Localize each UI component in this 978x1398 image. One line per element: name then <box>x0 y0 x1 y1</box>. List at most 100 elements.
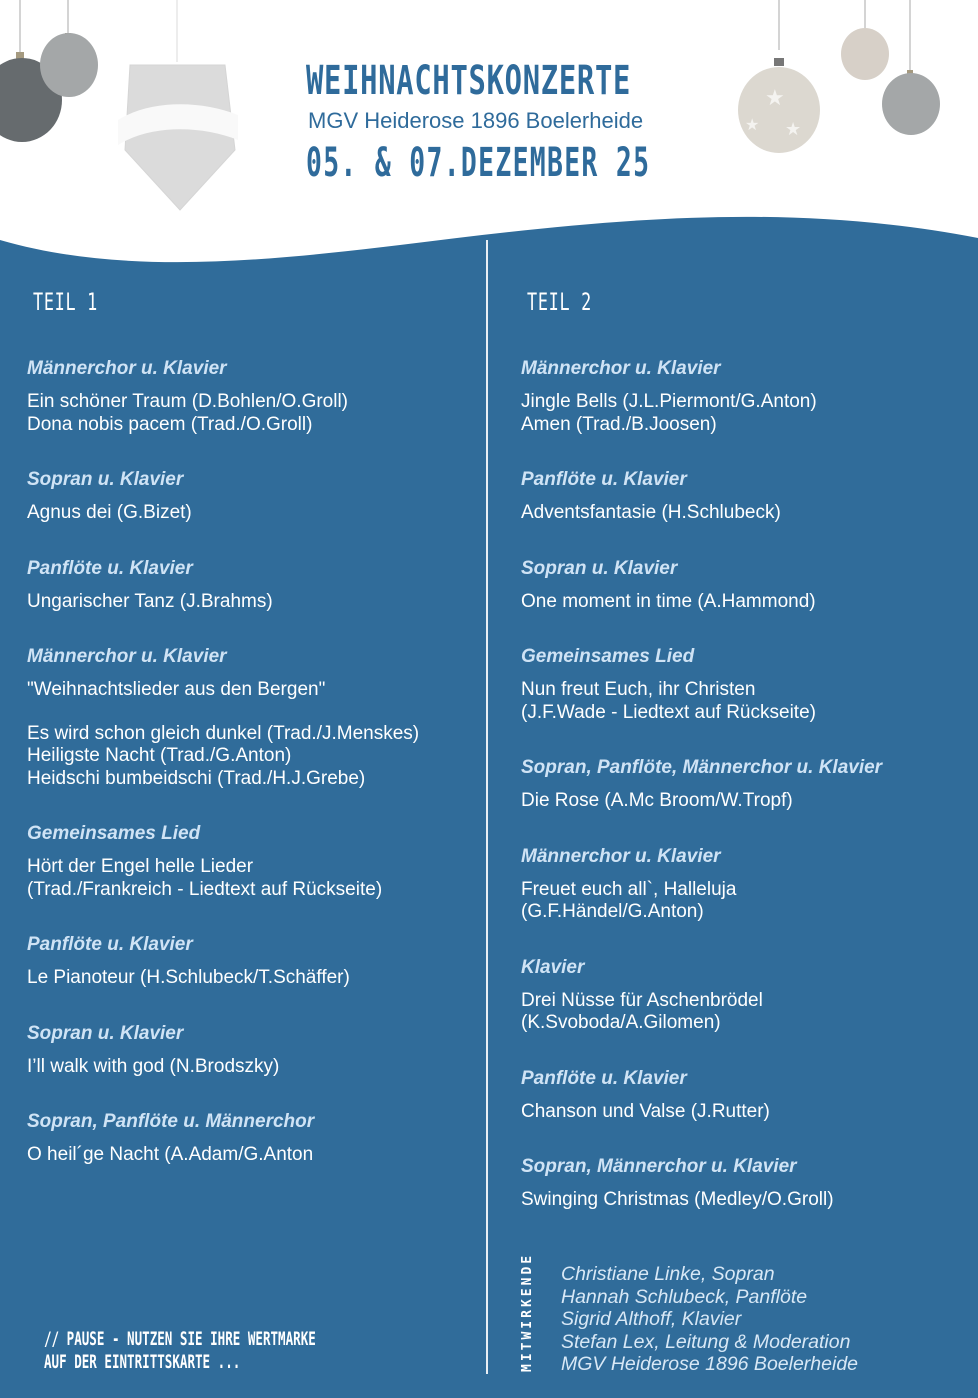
piece-group: Es wird schon gleich dunkel (Trad./J.Men… <box>27 723 482 791</box>
piece-title: Chanson und Valse (J.Rutter) <box>521 1100 770 1122</box>
piece-title: Die Rose (A.Mc Broom/W.Tropf) <box>521 790 793 811</box>
ornament-right-stars: ★★★ <box>738 0 820 153</box>
program-item-ensemble: Männerchor u. Klavier <box>27 646 227 667</box>
performer: Christiane Linke, Sopran <box>561 1263 775 1285</box>
piece-title: (K.Svoboda/A.Gilomen) <box>521 1012 721 1033</box>
program-item: Gemeinsames Lied Nun freut Euch, ihr Chri… <box>521 646 961 724</box>
program-item: Männerchor u. Klavier Ein schöner Traum (… <box>27 358 482 436</box>
piece-title: Freuet euch all`, Halleluja <box>521 878 737 900</box>
logo-crest <box>118 0 238 211</box>
program-item: Panflöte u. Klavier Adventsfantasie (H.Sc… <box>521 469 961 525</box>
program-item: Sopran u. Klavier I’ll walk with god (N.B… <box>27 1023 482 1079</box>
piece-group: Chanson und Valse (J.Rutter) <box>521 1101 961 1124</box>
program-item: Männerchor u. Klavier Freuet euch all`, H… <box>521 846 961 924</box>
piece-group: Nun freut Euch, ihr Christen (J.F.Wade - … <box>521 679 961 724</box>
program-item-ensemble: Gemeinsames Lied <box>27 823 201 844</box>
piece-title: One moment in time (A.Hammond) <box>521 590 816 612</box>
piece-group: Drei Nüsse für Aschenbrödel (K.Svoboda/A.… <box>521 990 961 1035</box>
piece-group: "Weihnachtslieder aus den Bergen" <box>27 679 482 702</box>
performer: Sigrid Althoff, Klavier <box>561 1308 742 1330</box>
ornament-right-beige <box>841 0 889 80</box>
ornament-left-gray <box>40 0 98 97</box>
program-item-ensemble: Männerchor u. Klavier <box>521 358 721 379</box>
piece-group: Agnus dei (G.Bizet) <box>27 502 482 525</box>
program-item: Sopran, Männerchor u. Klavier Swinging Ch… <box>521 1156 961 1212</box>
program-item: Panflöte u. Klavier Le Pianoteur (H.Schlu… <box>27 934 482 990</box>
program-item-ensemble: Sopran, Panflöte u. Männerchor <box>27 1111 315 1132</box>
piece-title: "Weihnachtslieder aus den Bergen" <box>27 679 326 700</box>
program-item-ensemble: Panflöte u. Klavier <box>27 934 193 955</box>
blue-wave-panel <box>0 216 978 1398</box>
header: WEIHNACHTSKONZERTE MGV Heiderose 1896 Bo… <box>0 0 978 260</box>
program-item-ensemble: Panflöte u. Klavier <box>521 469 687 490</box>
piece-group: Adventsfantasie (H.Schlubeck) <box>521 502 961 525</box>
piece-title: I’ll walk with god (N.Brodszky) <box>27 1055 280 1077</box>
program-item: Sopran, Panflöte u. Männerchor O heil´ge … <box>27 1111 482 1167</box>
program-item-ensemble: Sopran u. Klavier <box>521 557 678 579</box>
program-item: Gemeinsames Lied Hört der Engel helle Lie… <box>27 823 482 901</box>
program-item-ensemble: Panflöte u. Klavier <box>27 557 193 579</box>
program-item: Sopran u. Klavier Agnus dei (G.Bizet) <box>27 469 482 525</box>
program-item-ensemble: Sopran, Panflöte, Männerchor u. Klavier <box>521 757 883 778</box>
piece-title: Amen (Trad./B.Joosen) <box>521 413 717 435</box>
piece-title: Ein schöner Traum (D.Bohlen/O.Groll) <box>27 391 349 412</box>
piece-title: Es wird schon gleich dunkel (Trad./J.Men… <box>27 722 420 744</box>
piece-title: Drei Nüsse für Aschenbrödel <box>521 989 763 1011</box>
piece-title: (J.F.Wade - Liedtext auf Rückseite) <box>521 701 816 723</box>
program-item-ensemble: Sopran, Männerchor u. Klavier <box>521 1156 797 1177</box>
piece-title: Heidschi bumbeidschi (Trad./H.J.Grebe) <box>27 767 366 789</box>
program-item: Panflöte u. Klavier Chanson und Valse (J.… <box>521 1068 961 1124</box>
performers-label: MITWIRKENDE <box>520 1252 535 1372</box>
program-item: Panflöte u. Klavier Ungarischer Tanz (J.B… <box>27 558 482 614</box>
program-part-2: TEIL 2 Männerchor u. Klavier Jingle Bells… <box>521 282 961 1245</box>
program-item-ensemble: Gemeinsames Lied <box>521 646 695 667</box>
piece-title: Le Pianoteur (H.Schlubeck/T.Schäffer) <box>27 967 350 988</box>
program-item-ensemble: Klavier <box>521 956 585 978</box>
piece-group: Jingle Bells (J.L.Piermont/G.Anton) Amen … <box>521 391 961 436</box>
piece-title: Ungarischer Tanz (J.Brahms) <box>27 590 273 612</box>
performer: MGV Heiderose 1896 Boelerheide <box>561 1353 859 1375</box>
piece-title: (Trad./Frankreich - Liedtext auf Rücksei… <box>27 878 383 900</box>
piece-title: Nun freut Euch, ihr Christen <box>521 679 756 700</box>
program-item-ensemble: Panflöte u. Klavier <box>521 1067 687 1089</box>
svg-text:★: ★ <box>785 119 801 139</box>
program-item-ensemble: Sopran u. Klavier <box>27 469 184 490</box>
piece-title: Agnus dei (G.Bizet) <box>27 502 192 523</box>
piece-title: O heil´ge Nacht (A.Adam/G.Anton <box>27 1144 314 1165</box>
piece-group: Hört der Engel helle Lieder (Trad./Frankr… <box>27 856 482 901</box>
piece-group: Freuet euch all`, Halleluja (G.F.Händel/G… <box>521 879 961 924</box>
piece-group: I’ll walk with god (N.Brodszky) <box>27 1056 482 1079</box>
program-item: Männerchor u. Klavier "Weihnachtslieder a… <box>27 646 482 790</box>
pause-line-1: // PAUSE - NUTZEN SIE IHRE WERTMARKE <box>44 1328 316 1350</box>
choir-name: MGV Heiderose 1896 Boelerheide <box>308 108 644 133</box>
program-item: Männerchor u. Klavier Jingle Bells (J.L.P… <box>521 358 961 436</box>
program-item: Sopran u. Klavier One moment in time (A.H… <box>521 558 961 614</box>
performer: Hannah Schlubeck, Panflöte <box>561 1285 808 1308</box>
concert-title: WEIHNACHTSKONZERTE <box>306 58 632 104</box>
piece-group: One moment in time (A.Hammond) <box>521 591 961 614</box>
performer: Stefan Lex, Leitung & Moderation <box>561 1330 851 1353</box>
ornament-right-gray <box>882 0 940 135</box>
part-1-label: TEIL 1 <box>33 288 98 316</box>
program-item: Sopran, Panflöte, Männerchor u. Klavier D… <box>521 757 961 813</box>
svg-text:★: ★ <box>765 85 785 110</box>
program-item-ensemble: Männerchor u. Klavier <box>27 358 227 379</box>
piece-title: Jingle Bells (J.L.Piermont/G.Anton) <box>521 391 817 412</box>
performers-list: Christiane Linke, Sopran Hannah Schlubec… <box>561 1263 858 1376</box>
piece-group: Ein schöner Traum (D.Bohlen/O.Groll) Dona… <box>27 391 482 436</box>
svg-text:★: ★ <box>745 117 759 134</box>
piece-group: O heil´ge Nacht (A.Adam/G.Anton <box>27 1144 482 1167</box>
piece-title: Adventsfantasie (H.Schlubeck) <box>521 502 781 523</box>
concert-date: 05. & 07.DEZEMBER 25 <box>306 140 651 186</box>
piece-title: Heiligste Nacht (Trad./G.Anton) <box>27 745 292 766</box>
program-item: Klavier Drei Nüsse für Aschenbrödel (K.Svo… <box>521 957 961 1035</box>
piece-title: Hört der Engel helle Lieder <box>27 856 254 877</box>
piece-title: (G.F.Händel/G.Anton) <box>521 901 704 922</box>
pause-line-2: AUF DER EINTRITTSKARTE ... <box>44 1351 241 1373</box>
program-item-ensemble: Sopran u. Klavier <box>27 1022 184 1044</box>
piece-title: Swinging Christmas (Medley/O.Groll) <box>521 1189 834 1210</box>
pause-note: // PAUSE - NUTZEN SIE IHRE WERTMARKE AUF… <box>44 1328 316 1374</box>
piece-group: Die Rose (A.Mc Broom/W.Tropf) <box>521 790 961 813</box>
piece-group: Swinging Christmas (Medley/O.Groll) <box>521 1189 961 1212</box>
